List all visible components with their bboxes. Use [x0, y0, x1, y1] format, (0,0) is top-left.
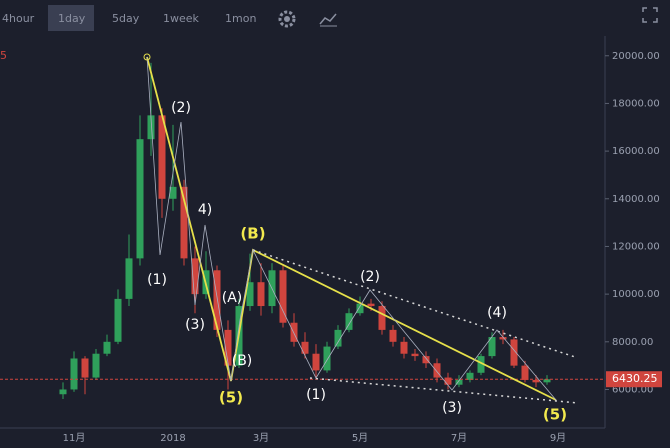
y-tick-label: 16000.00: [612, 146, 660, 157]
wave-start: [143, 53, 151, 61]
settings-icon[interactable]: [278, 10, 296, 28]
interval-button[interactable]: 5day: [112, 12, 140, 25]
indicator-icon[interactable]: [319, 13, 337, 27]
y-tick-label: 12000.00: [612, 241, 660, 252]
candle-body: [103, 341, 111, 354]
annotations: (2) (1) 4) (3) (A) (B) (2) (1) (3) (4) (B) (5) (5): [147, 100, 567, 424]
fullscreen-icon[interactable]: [642, 7, 658, 23]
wave-label: (4): [487, 305, 507, 321]
corner: [653, 7, 658, 12]
candle-body: [488, 337, 496, 357]
corner-label: 5: [0, 49, 7, 62]
candle-body: [147, 115, 155, 140]
gear-hub: [284, 16, 290, 22]
candle-body: [158, 115, 166, 199]
interval-button[interactable]: 4hour: [2, 12, 35, 25]
corner: [642, 7, 647, 12]
candle-body: [455, 379, 463, 385]
wave-label: (1): [306, 387, 326, 403]
wave-label: (3): [185, 317, 205, 333]
wave-label: (2): [171, 100, 191, 116]
candle-body: [466, 372, 474, 380]
wave-label: (B): [232, 353, 253, 369]
wave-label: (1): [147, 272, 167, 288]
highlight-wave-label: (B): [240, 225, 265, 243]
x-tick-label: 5月: [352, 432, 368, 444]
candle-body: [334, 329, 342, 347]
candle-body: [312, 353, 320, 371]
price-tag: [606, 371, 662, 388]
candle-body: [422, 356, 430, 364]
candle-body: [125, 258, 133, 299]
candle-body: [389, 329, 397, 342]
x-tick-label: 11月: [63, 432, 86, 444]
yellow-wave: [146, 56, 557, 401]
price-tag-label: 6430.25: [612, 372, 658, 385]
wave-label: (3): [442, 400, 462, 416]
candle-body: [345, 313, 353, 330]
candle-body: [400, 341, 408, 354]
corner: [642, 18, 647, 23]
candle-body: [246, 282, 254, 307]
candle-body: [356, 303, 364, 314]
wave-label: 4): [198, 202, 212, 218]
candle-body: [279, 270, 287, 323]
candle-body: [477, 356, 485, 373]
candle-body: [257, 282, 265, 307]
wave-label: (A): [222, 290, 243, 306]
candle-body: [433, 363, 441, 378]
candle-body: [81, 358, 89, 378]
candle-body: [169, 186, 177, 199]
highlight-wave-label: (5): [219, 389, 243, 407]
candle-body: [70, 358, 78, 390]
candle-body: [367, 303, 375, 307]
x-tick-label: 3月: [253, 432, 269, 444]
gear: [278, 10, 296, 28]
candle-body: [323, 346, 331, 371]
wave-label: (2): [360, 269, 380, 285]
icon-line: [319, 13, 337, 25]
trendline-upper: [252, 249, 576, 358]
candle-body: [114, 298, 122, 342]
candle-body: [191, 258, 199, 295]
y-tick-label: 20000.00: [612, 51, 660, 62]
y-tick-label: 6000.00: [612, 384, 653, 395]
interval-button[interactable]: 1week: [163, 12, 200, 25]
candle-body: [59, 389, 67, 395]
interval-button[interactable]: 1day: [58, 12, 86, 25]
candle-body: [301, 341, 309, 354]
candle-body: [444, 377, 452, 385]
corner: [653, 18, 658, 23]
candle-body: [532, 379, 540, 383]
candle-body: [290, 322, 298, 342]
candle-body: [411, 353, 419, 357]
candle-body: [499, 337, 507, 340]
y-tick-label: 8000.00: [612, 337, 653, 348]
candle-body: [136, 139, 144, 259]
x-tick-label: 2018: [160, 433, 185, 444]
y-tick-label: 18000.00: [612, 98, 660, 109]
x-tick-label: 9月: [550, 432, 566, 444]
candle-body: [378, 306, 386, 330]
candle-body: [543, 379, 551, 383]
candle-body: [510, 339, 518, 366]
highlight-wave-label: (5): [543, 406, 567, 424]
plot: 6000.00 8000.00 10000.00 12000.00 14000.00 16…: [0, 51, 662, 444]
selected-interval: [48, 5, 94, 31]
wave-lines: [143, 53, 579, 404]
candle-body: [224, 329, 232, 366]
y-tick-label: 10000.00: [612, 289, 660, 300]
y-tick-label: 14000.00: [612, 194, 660, 205]
x-tick-label: 7月: [451, 432, 467, 444]
grey-wave: [146, 56, 557, 401]
interval-button[interactable]: 1mon: [225, 12, 256, 25]
candle-body: [213, 270, 221, 330]
candle-body: [180, 186, 188, 259]
candle-body: [521, 365, 529, 380]
candle-body: [92, 353, 100, 378]
